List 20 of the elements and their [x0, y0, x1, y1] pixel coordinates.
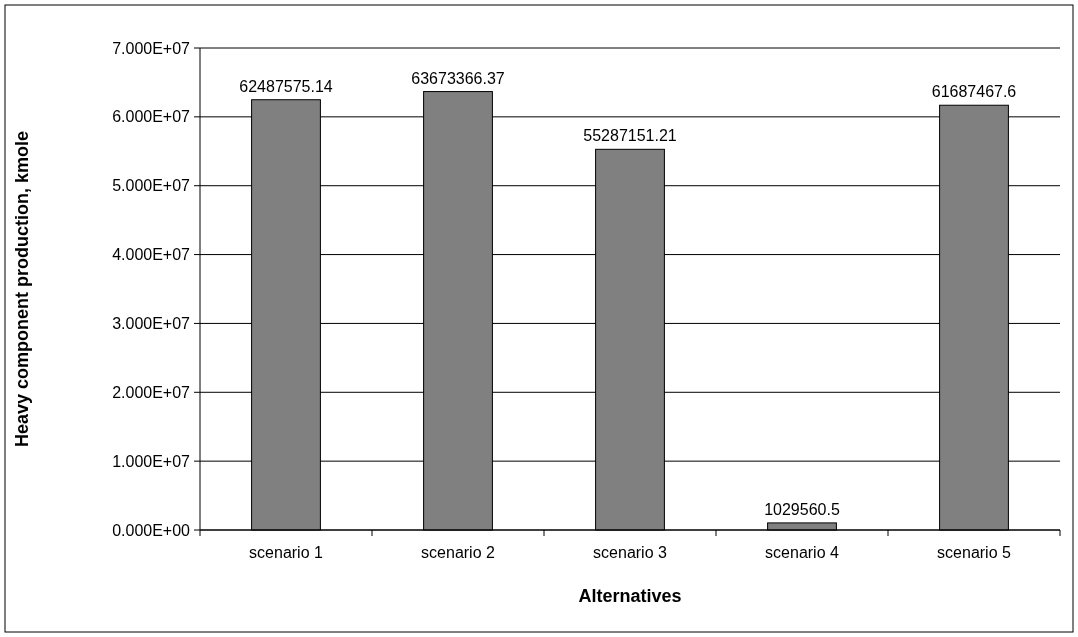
y-tick-label: 3.000E+07 — [112, 315, 191, 333]
y-axis-title: Heavy component production, kmole — [12, 130, 32, 448]
y-tick-label: 6.000E+07 — [112, 108, 191, 126]
data-label: 63673366.37 — [411, 69, 505, 87]
data-label: 1029560.5 — [764, 500, 840, 518]
data-label: 55287151.21 — [583, 127, 677, 145]
x-axis-title: Alternatives — [578, 586, 682, 606]
data-label: 62487575.14 — [239, 77, 333, 95]
y-tick-label: 1.000E+07 — [112, 452, 191, 470]
y-tick-label: 0.000E+00 — [112, 521, 191, 539]
y-tick-label: 2.000E+07 — [112, 383, 191, 401]
y-tick-label: 5.000E+07 — [112, 177, 191, 195]
x-tick-label: scenario 4 — [765, 544, 840, 561]
data-label: 61687467.6 — [931, 83, 1017, 101]
x-tick-label: scenario 5 — [937, 544, 1012, 561]
y-tick-label: 4.000E+07 — [112, 246, 191, 264]
x-tick-label: scenario 1 — [249, 544, 324, 561]
x-tick-label: scenario 3 — [593, 544, 668, 561]
y-tick-label: 7.000E+07 — [112, 39, 191, 57]
x-tick-label: scenario 2 — [421, 544, 496, 561]
